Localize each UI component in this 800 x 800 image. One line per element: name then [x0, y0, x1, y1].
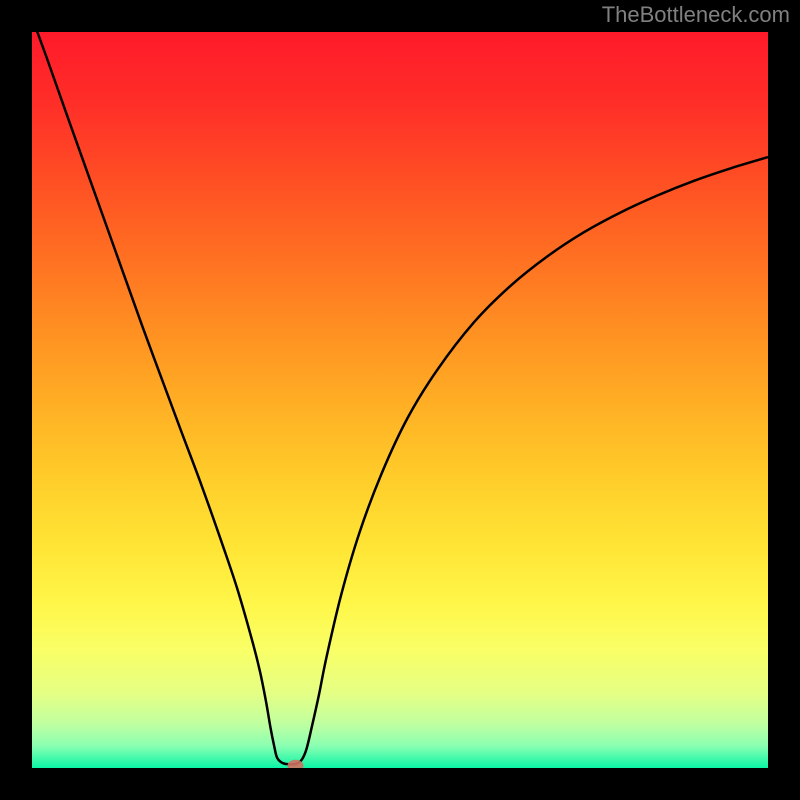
chart-container: TheBottleneck.com [0, 0, 800, 800]
watermark-text: TheBottleneck.com [602, 2, 790, 28]
chart-background [32, 32, 768, 768]
bottleneck-chart [0, 0, 800, 800]
